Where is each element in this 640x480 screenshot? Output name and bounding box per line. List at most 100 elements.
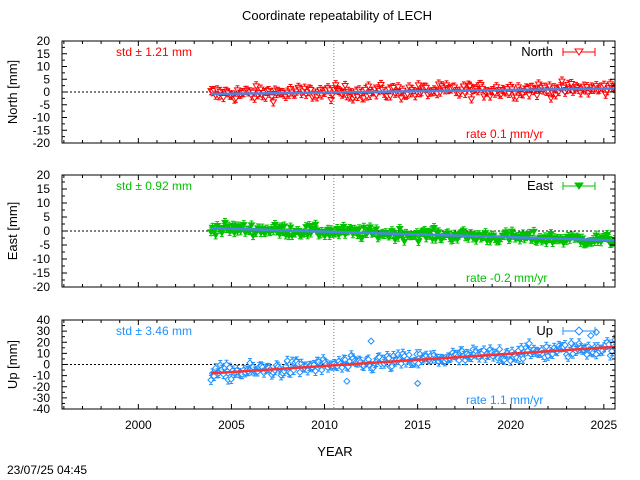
data-point	[467, 96, 476, 103]
std-label: std ± 0.92 mm	[116, 179, 192, 193]
data-point	[372, 92, 381, 99]
outlier-point	[587, 331, 595, 340]
x-tick-label: 2015	[404, 418, 431, 432]
data-point	[275, 231, 284, 239]
data-point	[311, 221, 320, 229]
data-point	[286, 224, 295, 231]
data-point	[247, 222, 256, 229]
data-point	[280, 223, 289, 230]
data-point	[561, 341, 569, 349]
data-point	[394, 84, 403, 91]
y-tick-label: -15	[33, 266, 51, 280]
data-point	[388, 362, 396, 371]
y-tick-label: 30	[37, 324, 51, 338]
data-point	[414, 238, 423, 246]
y-tick-label: 0	[43, 85, 50, 99]
x-tick-label: 2010	[311, 418, 338, 432]
data-point	[461, 356, 469, 364]
data-points	[207, 328, 615, 388]
y-tick-label: -15	[33, 123, 51, 137]
data-point	[459, 228, 468, 235]
trend-line	[210, 345, 615, 375]
data-point	[495, 345, 504, 354]
y-tick-label: 0	[43, 224, 50, 238]
rate-label: rate 0.1 mm/yr	[466, 127, 543, 141]
y-tick-label: -10	[33, 111, 51, 125]
data-point	[239, 222, 248, 229]
legend-label: East	[527, 178, 553, 193]
rate-label: rate 1.1 mm/yr	[466, 393, 543, 407]
y-tick-label: -40	[33, 402, 51, 416]
data-point	[519, 355, 527, 363]
y-tick-label: 40	[37, 313, 51, 327]
outlier-point	[413, 379, 422, 388]
trend-line	[210, 226, 615, 242]
outlier-point	[343, 377, 351, 385]
data-point	[372, 226, 381, 233]
legend-marker	[574, 182, 584, 190]
y-tick-label: 20	[37, 168, 51, 182]
y-tick-label: -5	[39, 98, 50, 112]
y-axis-label: North [mm]	[5, 60, 20, 124]
data-point	[611, 336, 615, 344]
trend-line	[210, 87, 615, 96]
data-point	[608, 347, 615, 356]
data-point	[219, 95, 228, 102]
data-point	[395, 226, 404, 233]
data-point	[525, 92, 534, 99]
data-point	[558, 78, 566, 86]
x-tick-label: 2005	[218, 418, 245, 432]
y-tick-label: 5	[43, 210, 50, 224]
data-point	[306, 86, 315, 94]
data-point	[434, 229, 443, 236]
data-point	[252, 83, 261, 90]
y-tick-label: -30	[33, 391, 51, 405]
y-tick-label: -10	[33, 369, 51, 383]
data-point	[525, 339, 533, 348]
data-point	[296, 368, 304, 376]
chart-title: Coordinate repeatability of LECH	[242, 8, 432, 23]
data-point	[364, 83, 373, 91]
timestamp: 23/07/25 04:45	[7, 463, 87, 477]
y-tick-label: 20	[37, 335, 51, 349]
data-point	[311, 367, 320, 375]
data-point	[533, 92, 541, 100]
y-tick-label: -20	[33, 280, 51, 294]
x-axis-label: YEAR	[317, 444, 352, 459]
y-tick-label: 15	[37, 182, 51, 196]
y-tick-label: 20	[37, 34, 51, 48]
data-point	[386, 93, 395, 100]
legend-marker	[574, 326, 584, 336]
y-axis-label: East [mm]	[5, 202, 20, 261]
data-point	[341, 82, 350, 90]
data-point	[416, 350, 424, 358]
x-tick-label: 2020	[497, 418, 524, 432]
legend-marker	[574, 48, 584, 56]
data-point	[355, 226, 364, 233]
data-point	[375, 353, 384, 362]
data-point	[227, 375, 235, 383]
data-point	[430, 224, 438, 232]
std-label: std ± 3.46 mm	[116, 324, 192, 338]
y-tick-label: 0	[43, 358, 50, 372]
y-tick-label: 10	[37, 60, 51, 74]
data-point	[391, 237, 399, 244]
data-point	[269, 99, 278, 106]
x-tick-label: 2000	[125, 418, 152, 432]
data-point	[211, 232, 220, 239]
data-point	[455, 356, 463, 365]
legend-label: Up	[536, 323, 553, 338]
std-label: std ± 1.21 mm	[116, 45, 192, 59]
data-point	[431, 236, 440, 244]
y-tick-label: 5	[43, 72, 50, 86]
data-point	[400, 238, 409, 246]
data-point	[459, 83, 468, 90]
y-tick-label: 10	[37, 196, 51, 210]
data-point	[283, 357, 292, 365]
y-tick-label: 15	[37, 47, 51, 61]
